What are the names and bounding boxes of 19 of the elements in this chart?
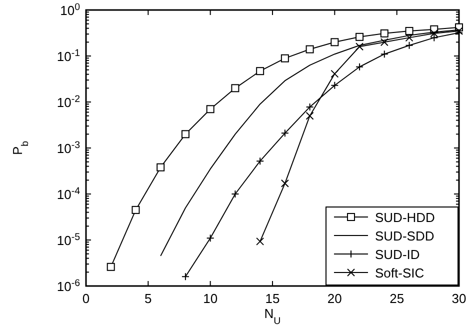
y-tick-label: 10$^{0}$ bbox=[60, 2, 81, 18]
x-tick-label: 20 bbox=[327, 291, 342, 306]
y-tick-label: 10$^{-2}$ bbox=[56, 94, 80, 110]
x-tick-label: 0 bbox=[82, 291, 90, 306]
y-tick-label: 10$^{-5}$ bbox=[56, 232, 81, 248]
x-tick-label: 15 bbox=[265, 291, 280, 306]
x-tick-label: 25 bbox=[390, 291, 404, 306]
x-axis-title: N$_{U}$ bbox=[264, 306, 281, 326]
legend-label: SUD-SDD bbox=[375, 228, 434, 244]
y-tick-label: 10$^{-4}$ bbox=[56, 186, 81, 202]
legend-label: Soft-SIC bbox=[375, 266, 424, 280]
x-tick-label: 5 bbox=[144, 291, 152, 306]
legend-label: SUD-HDD bbox=[375, 210, 435, 225]
x-tick-label: 30 bbox=[452, 291, 466, 306]
legend-label: SUD-ID bbox=[375, 247, 420, 262]
y-tick-label: 10$^{-1}$ bbox=[56, 48, 80, 64]
y-tick-label: 10$^{-6}$ bbox=[56, 278, 80, 294]
x-tick-label: 10 bbox=[203, 291, 218, 306]
y-tick-label: 10$^{-3}$ bbox=[56, 140, 80, 156]
